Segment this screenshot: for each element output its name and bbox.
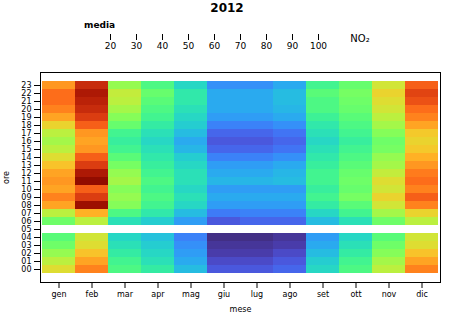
svg-text:60: 60	[209, 41, 221, 51]
html-text:NO₂: NO₂	[350, 33, 370, 44]
svg-text:02: 02	[21, 249, 32, 259]
svg-text:22: 22	[21, 89, 32, 99]
svg-text:23: 23	[21, 81, 32, 91]
svg-text:30: 30	[131, 41, 143, 51]
svg-text:08: 08	[21, 201, 32, 211]
svg-text:10: 10	[21, 185, 32, 195]
svg-text:50: 50	[183, 41, 195, 51]
svg-text:100: 100	[310, 41, 327, 51]
svg-text:00: 00	[21, 265, 31, 274]
svg-text:80: 80	[261, 41, 273, 51]
svg-text:dic: dic	[416, 290, 428, 299]
svg-text:06: 06	[21, 217, 32, 227]
svg-text:70: 70	[235, 41, 247, 51]
svg-text:apr: apr	[151, 290, 165, 299]
svg-text:90: 90	[287, 41, 299, 51]
svg-text:ago: ago	[283, 290, 298, 299]
svg-text:nov: nov	[382, 290, 397, 299]
svg-text:15: 15	[21, 145, 32, 155]
svg-text:21: 21	[21, 97, 32, 107]
svg-text:11: 11	[21, 177, 32, 187]
svg-text:16: 16	[21, 137, 32, 147]
svg-text:07: 07	[21, 209, 32, 219]
svg-text:mar: mar	[117, 290, 134, 299]
svg-text:lug: lug	[251, 290, 263, 299]
svg-text:set: set	[317, 290, 329, 299]
svg-text:18: 18	[21, 121, 32, 131]
svg-text:feb: feb	[86, 290, 99, 299]
html-text:2012: 2012	[210, 1, 244, 15]
svg-text:17: 17	[21, 129, 32, 139]
svg-text:media: media	[84, 20, 115, 30]
svg-text:13: 13	[21, 161, 32, 171]
svg-text:mag: mag	[182, 290, 200, 299]
svg-text:05: 05	[21, 225, 32, 235]
svg-text:19: 19	[21, 113, 32, 123]
svg-text:14: 14	[21, 153, 32, 163]
svg-text:01: 01	[21, 257, 32, 267]
svg-text:ott: ott	[350, 290, 361, 299]
svg-text:12: 12	[21, 169, 32, 179]
svg-text:03: 03	[21, 241, 32, 251]
svg-text:20: 20	[21, 105, 32, 115]
svg-text:09: 09	[21, 193, 32, 203]
svg-text:gen: gen	[51, 290, 66, 299]
svg-text:mese: mese	[230, 305, 252, 314]
svg-text:ore: ore	[2, 171, 11, 184]
svg-text:40: 40	[157, 41, 169, 51]
svg-text:giu: giu	[218, 290, 230, 299]
svg-text:20: 20	[105, 41, 117, 51]
svg-text:04: 04	[21, 233, 32, 243]
